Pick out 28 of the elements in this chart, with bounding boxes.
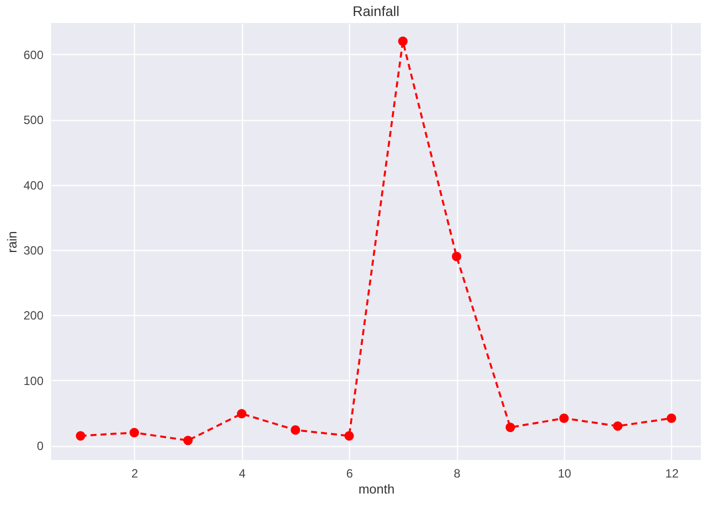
chart-title: Rainfall: [352, 3, 400, 19]
point: [236, 408, 246, 418]
y-tick-label: 100: [23, 374, 44, 388]
y-tick-label: 200: [23, 308, 44, 323]
x-tick-label: 6: [346, 466, 354, 480]
point: [506, 422, 516, 432]
point: [130, 428, 140, 438]
point: [559, 414, 569, 423]
y-tick-label: 0: [36, 439, 44, 454]
x-tick-label: 4: [238, 466, 246, 480]
point: [183, 436, 193, 446]
point: [612, 421, 622, 431]
point: [76, 431, 86, 441]
x-tick-label: 12: [665, 466, 679, 480]
x-tick-label: 10: [558, 466, 572, 480]
point: [290, 425, 300, 435]
y-tick-label: 500: [23, 113, 44, 128]
point: [344, 431, 354, 441]
y-tick-label: 300: [23, 243, 44, 258]
y-axis-title: rain: [4, 231, 20, 253]
point: [398, 36, 408, 46]
point: [666, 414, 676, 423]
x-axis-title: month: [358, 482, 395, 496]
x-tick-label: 2: [131, 466, 138, 480]
x-tick-label: 8: [454, 466, 461, 480]
y-tick-label: 600: [23, 48, 44, 62]
y-tick-label: 400: [23, 178, 44, 192]
point: [452, 252, 462, 262]
